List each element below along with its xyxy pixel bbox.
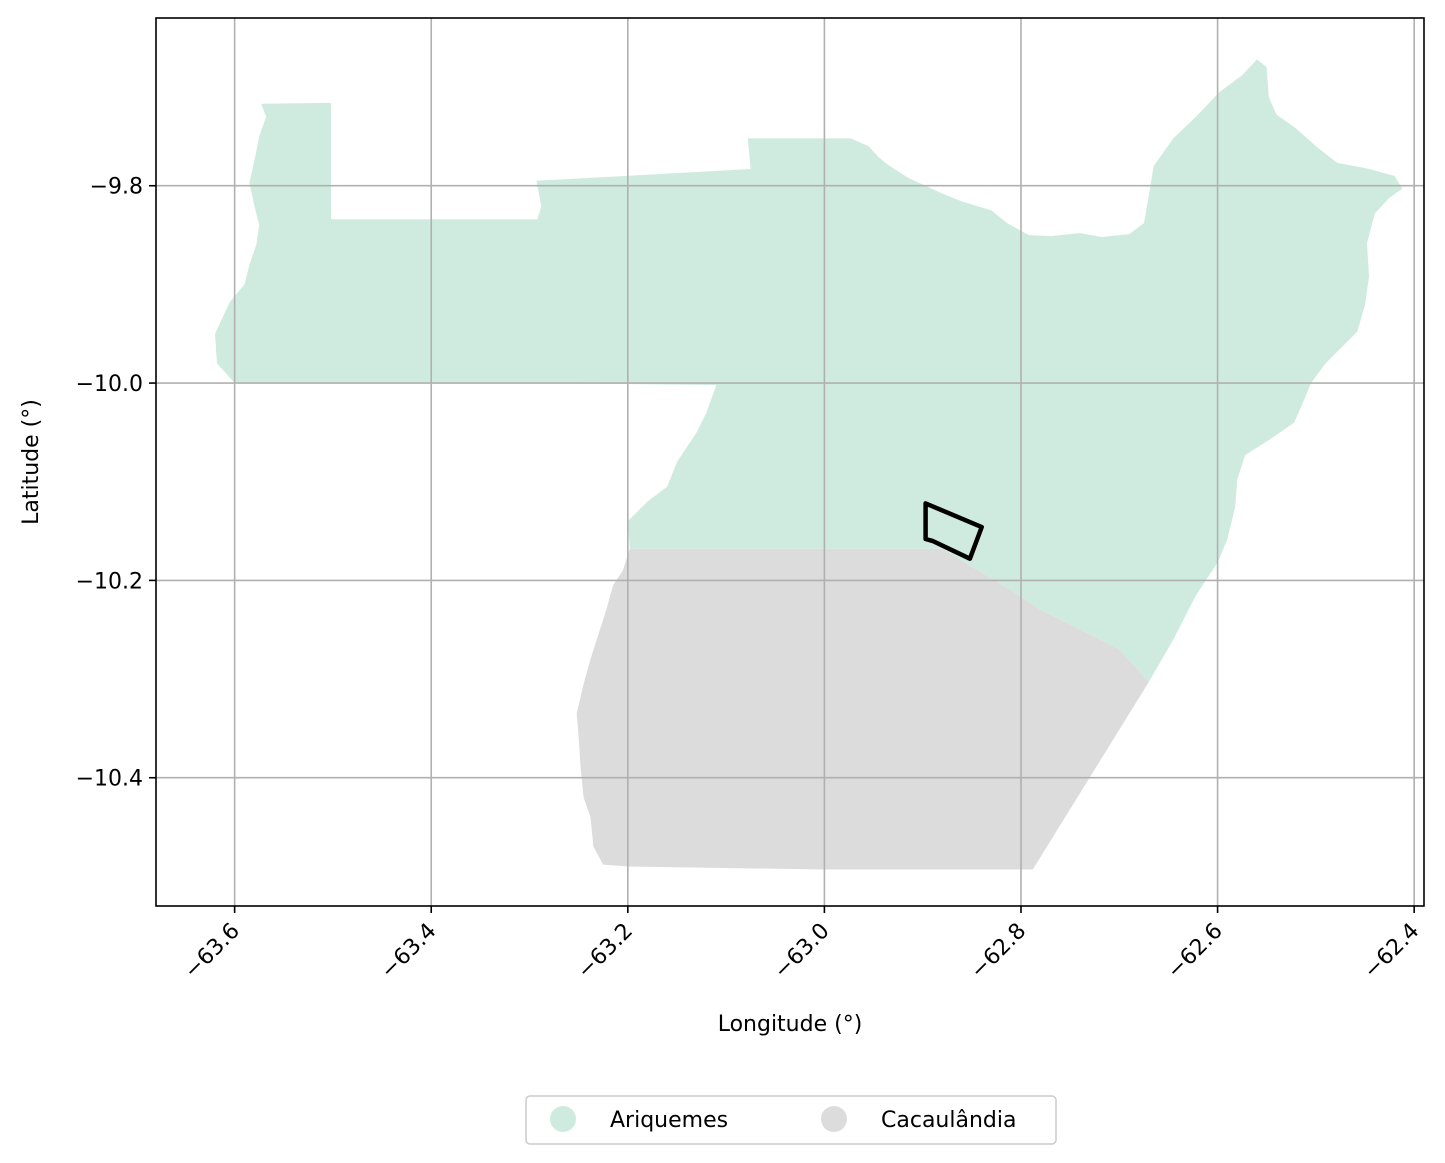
y-tick-label-3: −10.4 [76, 767, 143, 792]
legend-label-ariquemes: Ariquemes [610, 1108, 728, 1133]
y-tick-label-0: −9.8 [90, 175, 143, 200]
outline-layer [923, 501, 984, 561]
legend: Ariquemes Cacaulândia [525, 1095, 1057, 1145]
grid-lines [156, 18, 1424, 906]
x-axis-label: Longitude (°) [718, 1012, 863, 1037]
area-outline [923, 501, 984, 561]
legend-label-cacaulandia: Cacaulândia [881, 1108, 1016, 1133]
y-axis-label: Latitude (°) [19, 399, 44, 525]
region-layer [215, 59, 1403, 870]
legend-marker-ariquemes [550, 1106, 576, 1132]
y-tick-label-2: −10.2 [76, 569, 143, 594]
y-tick-label-1: −10.0 [76, 372, 143, 397]
plot-frame [155, 17, 1425, 907]
legend-frame [525, 1095, 1057, 1145]
region-cacaulandia [576, 548, 1149, 870]
legend-marker-cacaulandia [821, 1106, 847, 1132]
y-axis-ticks: −9.8 −10.0 −10.2 −10.4 [76, 175, 156, 792]
region-ariquemes [215, 59, 1403, 682]
